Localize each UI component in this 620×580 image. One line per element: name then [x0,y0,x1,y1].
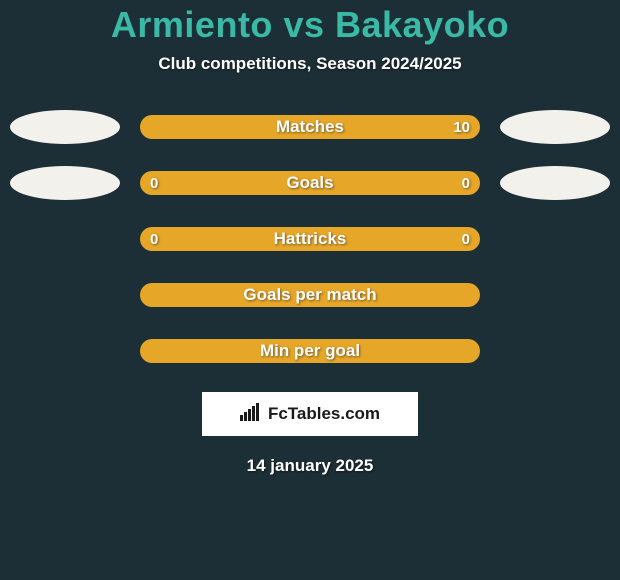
stat-value-right: 10 [453,119,470,136]
stat-row: Goals per match [0,278,620,312]
player-oval-left [10,110,120,144]
stat-label: Goals per match [243,285,376,305]
stat-value-right: 0 [462,175,470,192]
subtitle: Club competitions, Season 2024/2025 [0,54,620,74]
title-vs: vs [283,4,324,45]
stat-value-left: 0 [150,175,158,192]
brand-box: FcTables.com [202,392,418,436]
spacer [500,278,610,312]
stat-bar: 10 Matches [140,115,480,139]
spacer [10,278,120,312]
stat-row: Min per goal [0,334,620,368]
spacer [10,334,120,368]
player-oval-right [500,166,610,200]
stat-bar: 0 0 Hattricks [140,227,480,251]
stat-row: 0 0 Goals [0,166,620,200]
stat-label: Goals [286,173,333,193]
title-player2: Bakayoko [335,4,509,45]
title-player1: Armiento [111,4,273,45]
spacer [10,222,120,256]
page-title: Armiento vs Bakayoko [0,4,620,46]
spacer [500,334,610,368]
chart-bars-icon [240,403,262,426]
spacer [500,222,610,256]
brand-text: FcTables.com [268,404,380,424]
stat-bar: 0 0 Goals [140,171,480,195]
player-oval-right [500,110,610,144]
stat-rows: 10 Matches 0 0 Goals 0 0 Hattricks Goals per mat… [0,110,620,368]
stat-row: 10 Matches [0,110,620,144]
player-oval-left [10,166,120,200]
stat-value-right: 0 [462,231,470,248]
content-wrapper: Armiento vs Bakayoko Club competitions, … [0,0,620,580]
date-label: 14 january 2025 [0,456,620,476]
stat-row: 0 0 Hattricks [0,222,620,256]
stat-bar: Min per goal [140,339,480,363]
stat-label: Min per goal [260,341,360,361]
stat-value-left: 0 [150,231,158,248]
stat-label: Hattricks [274,229,347,249]
stat-bar: Goals per match [140,283,480,307]
stat-label: Matches [276,117,344,137]
